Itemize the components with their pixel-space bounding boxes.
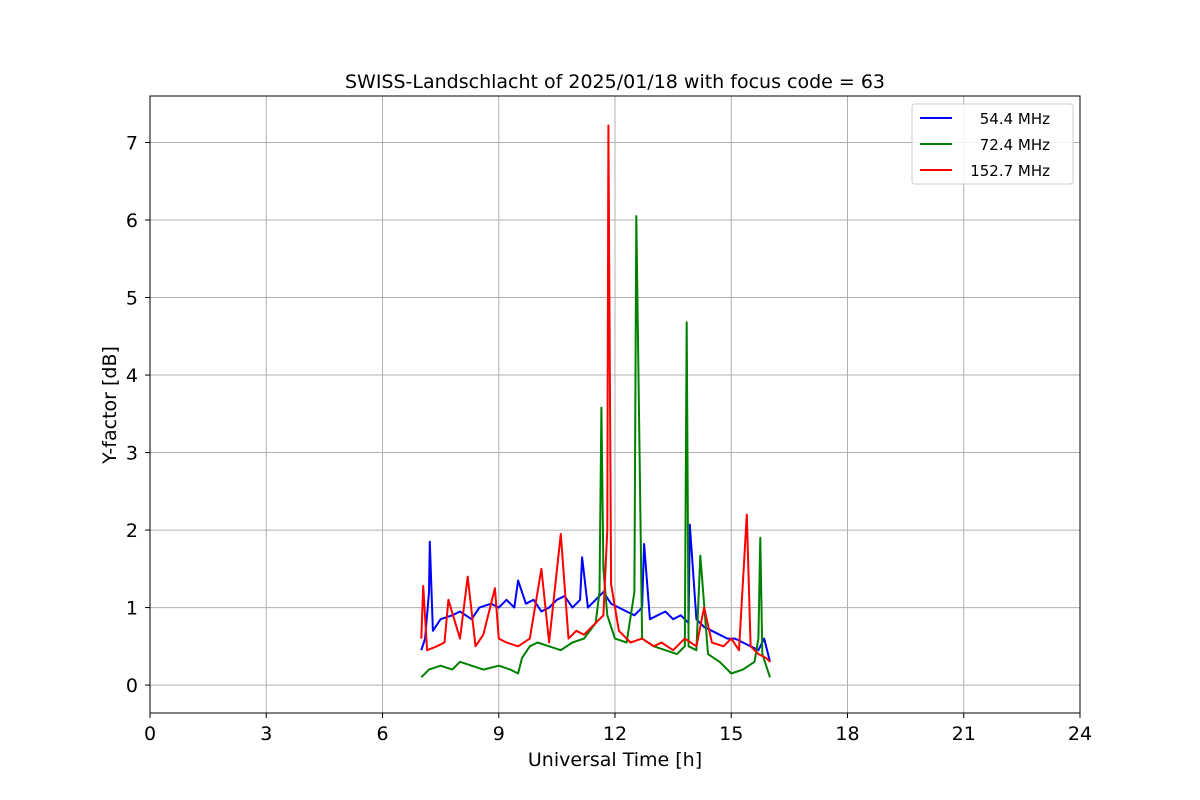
x-tick-label: 12 [603,723,627,745]
x-tick-label: 9 [493,723,505,745]
y-tick-label: 5 [126,288,138,310]
legend-label-1: 54.4 MHz [980,110,1050,128]
chart-title: SWISS-Landschlacht of 2025/01/18 with fo… [345,71,885,93]
x-tick-label: 0 [144,723,156,745]
legend-label-3: 152.7 MHz [970,162,1050,180]
y-tick-label: 7 [126,133,138,155]
x-tick-label: 3 [260,723,272,745]
x-tick-label: 21 [952,723,976,745]
y-tick-label: 3 [126,443,138,465]
y-tick-label: 4 [126,365,138,387]
x-tick-label: 18 [835,723,859,745]
series-group [420,124,771,679]
x-tick-label: 6 [376,723,388,745]
y-axis-label: Y-factor [dB] [99,346,121,465]
y-tick-label: 0 [126,675,138,697]
y-tick-label: 1 [126,598,138,620]
x-axis-label: Universal Time [h] [528,749,702,771]
y-tick-label: 6 [126,210,138,232]
legend-label-2: 72.4 MHz [980,136,1050,154]
series-line-3 [420,124,771,663]
series-line-2 [420,215,771,679]
legend: 54.4 MHz 72.4 MHz 152.7 MHz [911,103,1074,185]
x-tick-label: 15 [719,723,743,745]
x-tick-label: 24 [1068,723,1092,745]
legend-box [911,103,1074,185]
y-tick-label: 2 [126,520,138,542]
